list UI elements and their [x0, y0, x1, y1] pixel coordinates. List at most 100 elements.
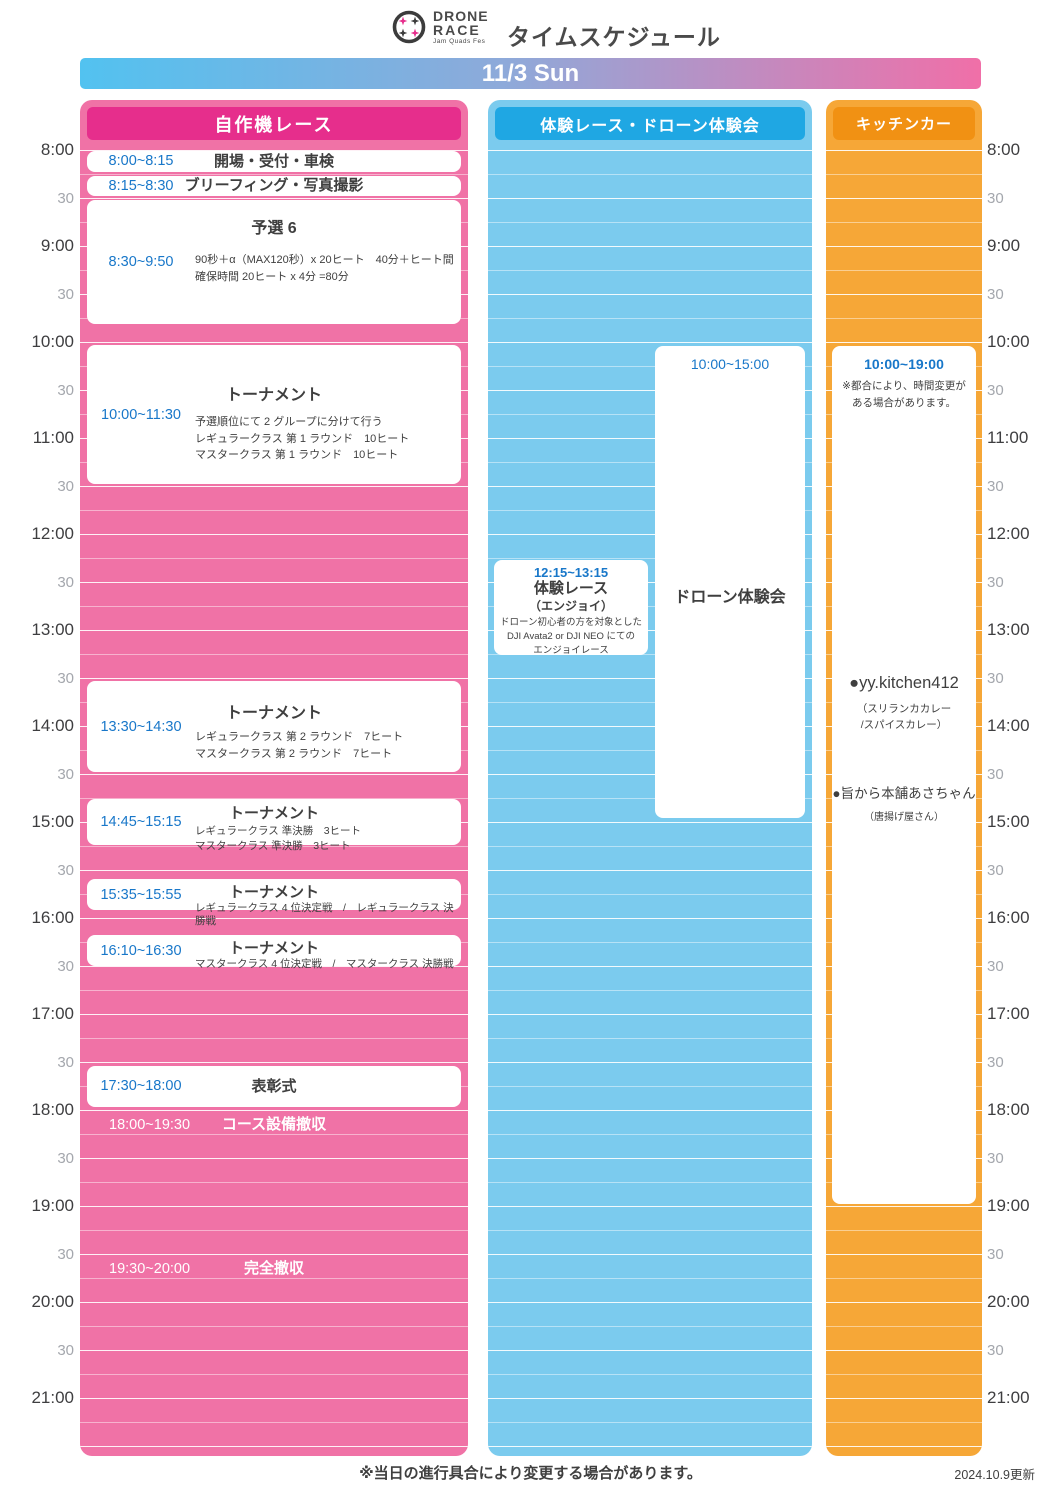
time-label: 15:00: [987, 812, 1030, 831]
event-drone-session: 10:00~15:00 ドローン体験会: [655, 346, 805, 818]
time-label: 21:00: [31, 1388, 74, 1407]
kitchen-time: 10:00~19:00: [864, 356, 944, 372]
event-qualifying: 8:30~9:50 予選 6 90秒＋α（MAX120秒）x 20ヒート 40分…: [87, 200, 461, 324]
time-label: 10:00: [31, 332, 74, 351]
time-slot: 30: [987, 174, 1059, 222]
time-slot: 30: [987, 558, 1059, 606]
event-title-wrap: ドローン体験会: [674, 372, 785, 818]
time-slot: 11:00: [987, 414, 1059, 462]
event-details: ドローン初心者の方を対象とした DJI Avata2 or DJI NEO にて…: [499, 617, 643, 656]
time-slot: 16:00: [987, 894, 1059, 942]
time-label: 13:00: [987, 620, 1030, 639]
time-label: 30: [57, 1245, 74, 1263]
event-tournament-master-final: 16:10~16:30 トーナメント マスタークラス 4 位決定戦 / マスター…: [87, 935, 461, 970]
time-label: 30: [57, 861, 74, 879]
time-label: 30: [987, 765, 1004, 783]
event-title: ドローン体験会: [674, 589, 786, 606]
time-label: 17:00: [31, 1004, 74, 1023]
time-label: 30: [987, 669, 1004, 687]
kitchen-vendors: ●yy.kitchen412 （スリランカカレー /スパイスカレー） ●旨から本…: [832, 674, 976, 826]
time-slot: 11:00: [2, 414, 74, 462]
column-header-jisakuki: 自作機レース: [87, 107, 461, 140]
time-slot: 30: [2, 942, 74, 990]
time-label: 16:00: [987, 908, 1030, 927]
time-slot: 8:00: [2, 126, 74, 174]
time-label: 30: [987, 1245, 1004, 1263]
vendor-desc: （唐揚げ屋さん）: [864, 812, 944, 824]
event-time: 18:00~19:30: [109, 1117, 191, 1133]
kitchen-note: ※都合により、時間変更が ある場合があります。: [842, 380, 966, 409]
time-slot: 30: [987, 1038, 1059, 1086]
logo-line3: Jam Quads Fes: [433, 38, 486, 45]
time-label: 10:00: [987, 332, 1030, 351]
time-slot: 30: [987, 654, 1059, 702]
event-details: レギュラークラス 準決勝 3ヒート マスタークラス 準決勝 3ヒート: [195, 825, 362, 853]
event-enjoy-race: 12:15~13:15 体験レース （エンジョイ） ドローン初心者の方を対象とし…: [494, 560, 648, 656]
column-header-taiken: 体験レース・ドローン体験会: [495, 107, 805, 140]
event-opening: 8:00~8:15 開場・受付・車検: [87, 151, 461, 172]
time-slot: 9:00: [987, 222, 1059, 270]
time-label: 30: [57, 573, 74, 591]
event-time: 15:35~15:55: [100, 886, 182, 903]
time-label: 30: [57, 285, 74, 303]
time-label: 20:00: [987, 1292, 1030, 1311]
time-slot: 30: [987, 366, 1059, 414]
time-label: 12:00: [31, 524, 74, 543]
time-slot: 19:00: [2, 1182, 74, 1230]
event-tournament-semifinal: 14:45~15:15 トーナメント レギュラークラス 準決勝 3ヒート マスタ…: [87, 799, 461, 852]
time-label: 30: [57, 1149, 74, 1167]
time-slot: 30: [2, 174, 74, 222]
time-slot: 30: [987, 1230, 1059, 1278]
time-slot: 12:00: [987, 510, 1059, 558]
time-label: 15:00: [31, 812, 74, 831]
event-course-removal: 18:00~19:30 コース設備撤収: [87, 1113, 461, 1137]
time-slot: 17:00: [987, 990, 1059, 1038]
time-slot: 30: [2, 270, 74, 318]
time-slot: 9:00: [2, 222, 74, 270]
time-label: 30: [57, 477, 74, 495]
event-full-removal: 19:30~20:00 完全撤収: [87, 1256, 461, 1282]
time-label: 13:00: [31, 620, 74, 639]
time-slot: 20:00: [2, 1278, 74, 1326]
time-slot: 12:00: [2, 510, 74, 558]
event-details: 予選順位にて 2 グループに分けて行う レギュラークラス 第 1 ラウンド 10…: [195, 416, 410, 461]
time-slot: 30: [987, 1326, 1059, 1374]
vendor-name: ●yy.kitchen412: [849, 673, 959, 692]
time-label: 30: [987, 573, 1004, 591]
time-label: 11:00: [987, 428, 1029, 447]
time-slot: 30: [987, 270, 1059, 318]
event-time: 17:30~18:00: [100, 1078, 182, 1094]
event-tournament-round2: 13:30~14:30 トーナメント レギュラークラス 第 2 ラウンド 7ヒー…: [87, 681, 461, 772]
time-slot: 18:00: [2, 1086, 74, 1134]
drone-race-logo-text: DRONE RACE Jam Quads Fes: [433, 9, 489, 46]
time-slot: 8:00: [987, 126, 1059, 174]
time-label: 14:00: [31, 716, 74, 735]
time-label: 30: [987, 189, 1004, 207]
time-slot: 30: [2, 366, 74, 414]
time-label: 20:00: [31, 1292, 74, 1311]
time-label: 30: [57, 189, 74, 207]
vendor-item: ●yy.kitchen412 （スリランカカレー /スパイスカレー）: [832, 674, 976, 735]
column-jisakuki-race: 自作機レース 8:00~8:15 開場・受付・車検 8:15~8:30 ブリーフ…: [80, 100, 468, 1456]
drone-race-logo-icon: [392, 10, 426, 44]
time-label: 8:00: [40, 140, 74, 159]
event-details: レギュラークラス 4 位決定戦 / レギュラークラス 決勝戦: [195, 902, 454, 927]
time-slot: 17:00: [2, 990, 74, 1038]
time-label: 19:00: [987, 1196, 1030, 1215]
event-details: マスタークラス 4 位決定戦 / マスタークラス 決勝戦: [195, 958, 454, 970]
time-slot: 16:00: [2, 894, 74, 942]
event-award-ceremony: 17:30~18:00 表彰式: [87, 1066, 461, 1107]
event-time: 14:45~15:15: [100, 814, 182, 830]
time-slot: 13:00: [987, 606, 1059, 654]
time-label: 17:00: [987, 1004, 1030, 1023]
time-slot: 30: [987, 462, 1059, 510]
time-slot: 10:00: [987, 318, 1059, 366]
time-slot: 18:00: [987, 1086, 1059, 1134]
event-time: 12:15~13:15: [533, 565, 609, 580]
time-slot: 15:00: [2, 798, 74, 846]
time-label: 30: [57, 1053, 74, 1071]
event-time: 16:10~16:30: [100, 942, 182, 959]
event-time: 8:00~8:15: [108, 153, 174, 169]
time-label: 30: [987, 477, 1004, 495]
event-time: 19:30~20:00: [109, 1261, 191, 1277]
